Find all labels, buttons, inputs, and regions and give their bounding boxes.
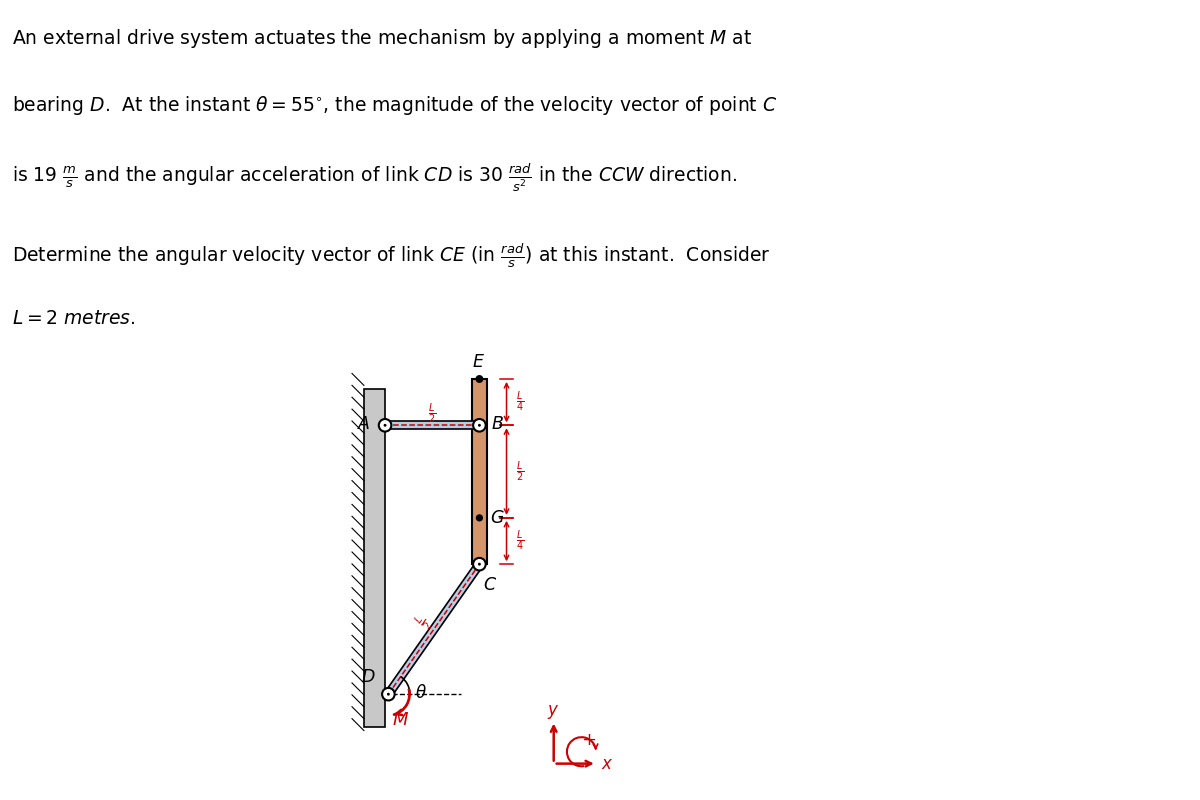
Text: $G$: $G$ [490,509,504,527]
Circle shape [473,419,486,431]
Bar [364,389,385,727]
Text: $x$: $x$ [601,754,613,773]
Circle shape [473,558,486,570]
Text: Determine the angular velocity vector of link $CE$ (in $\frac{rad}{s}$) at this : Determine the angular velocity vector of… [12,242,770,270]
Circle shape [475,514,484,522]
Text: An external drive system actuates the mechanism by applying a moment $M$ at: An external drive system actuates the me… [12,27,752,50]
Polygon shape [385,562,482,697]
Text: $C$: $C$ [482,576,497,594]
Circle shape [478,562,481,566]
Text: $y$: $y$ [547,703,560,722]
Text: is 19 $\frac{m}{s}$ and the angular acceleration of link $CD$ is 30 $\frac{rad}{: is 19 $\frac{m}{s}$ and the angular acce… [12,162,737,194]
Text: $A$: $A$ [356,415,371,433]
Polygon shape [385,422,480,430]
Text: $\frac{L}{2}$: $\frac{L}{2}$ [412,612,437,633]
Text: $\theta$: $\theta$ [415,684,427,702]
Text: $\frac{L}{2}$: $\frac{L}{2}$ [428,402,437,426]
Text: $M$: $M$ [391,711,409,730]
Circle shape [475,375,484,383]
Circle shape [386,693,390,696]
Circle shape [478,424,481,426]
Text: $L = 2$ $metres$.: $L = 2$ $metres$. [12,309,136,328]
Text: $\frac{L}{4}$: $\frac{L}{4}$ [516,529,524,553]
Text: $B$: $B$ [491,415,504,433]
Circle shape [379,419,391,431]
Text: bearing $D$.  At the instant $\theta = 55^{\circ}$, the magnitude of the velocit: bearing $D$. At the instant $\theta = 55… [12,94,778,117]
Text: $\frac{L}{2}$: $\frac{L}{2}$ [516,459,524,484]
Text: $+$: $+$ [581,731,595,750]
Circle shape [382,688,395,701]
Bar [472,379,487,564]
Text: $D$: $D$ [360,668,376,686]
Circle shape [384,424,386,426]
Text: $\frac{L}{4}$: $\frac{L}{4}$ [516,390,524,414]
Text: $E$: $E$ [472,353,485,371]
